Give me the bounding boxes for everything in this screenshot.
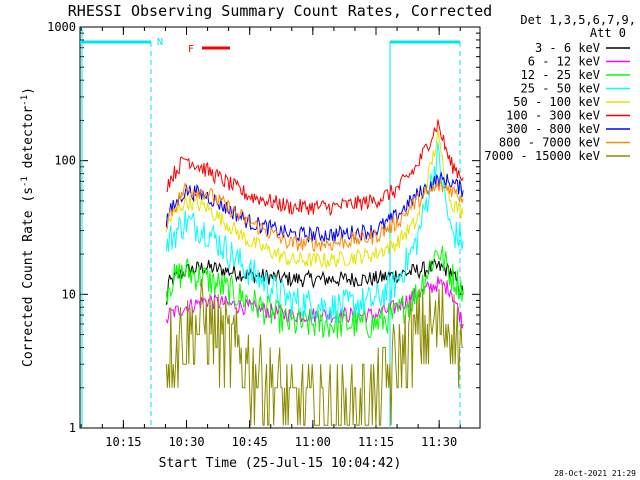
y-tick-label: 100 [54, 154, 76, 168]
legend-label: 50 - 100 keV [513, 95, 600, 109]
y-axis-label: Corrected Count Rate (s-1 detector-1) [20, 87, 36, 367]
plot-frame [79, 26, 481, 429]
y-tick-label: 1 [69, 421, 76, 435]
series-lines [165, 119, 464, 426]
night-flags: N [80, 27, 461, 428]
y-tick-label: 10 [62, 287, 76, 301]
series-line-4 [165, 141, 464, 324]
legend-label: 25 - 50 keV [521, 82, 600, 96]
x-tick-label: 10:45 [232, 435, 268, 449]
x-axis-label: Start Time (25-Jul-15 10:04:42) [159, 456, 402, 471]
y-tick-label: 1000 [47, 20, 76, 34]
series-line-6 [166, 119, 464, 217]
legend-label: 12 - 25 keV [521, 68, 600, 82]
legend-label: 300 - 800 keV [506, 122, 600, 136]
x-tick-label: 11:15 [358, 435, 394, 449]
series-line-1 [165, 258, 464, 305]
flare-flag: F [188, 44, 230, 55]
series-line-3 [165, 245, 464, 339]
timestamp: 28-Oct-2021 21:29 [554, 469, 636, 478]
x-tick-label: 10:15 [105, 435, 141, 449]
night-flag-label: N [157, 37, 163, 48]
series-line-5 [165, 130, 464, 269]
chart-title: RHESSI Observing Summary Count Rates, Co… [68, 2, 492, 20]
legend-header-1: Det 1,3,5,6,7,9, [520, 13, 636, 27]
legend-label: 100 - 300 keV [506, 109, 600, 123]
series-line-9 [165, 279, 464, 426]
flare-flag-label: F [188, 44, 194, 55]
legend-label: 7000 - 15000 keV [484, 149, 600, 163]
legend-header-2: Att 0 [590, 26, 626, 40]
series-line-8 [165, 180, 464, 252]
legend-label: 800 - 7000 keV [499, 136, 600, 150]
x-axis: 10:15 10:30 10:45 11:00 11:15 11:30 [80, 27, 461, 449]
x-tick-label: 11:00 [295, 435, 331, 449]
y-axis: 1 10 100 1000 [47, 20, 480, 435]
x-tick-label: 11:30 [421, 435, 457, 449]
legend-label: 6 - 12 keV [528, 55, 600, 69]
x-tick-label: 10:30 [168, 435, 204, 449]
legend-label: 3 - 6 keV [535, 41, 600, 55]
